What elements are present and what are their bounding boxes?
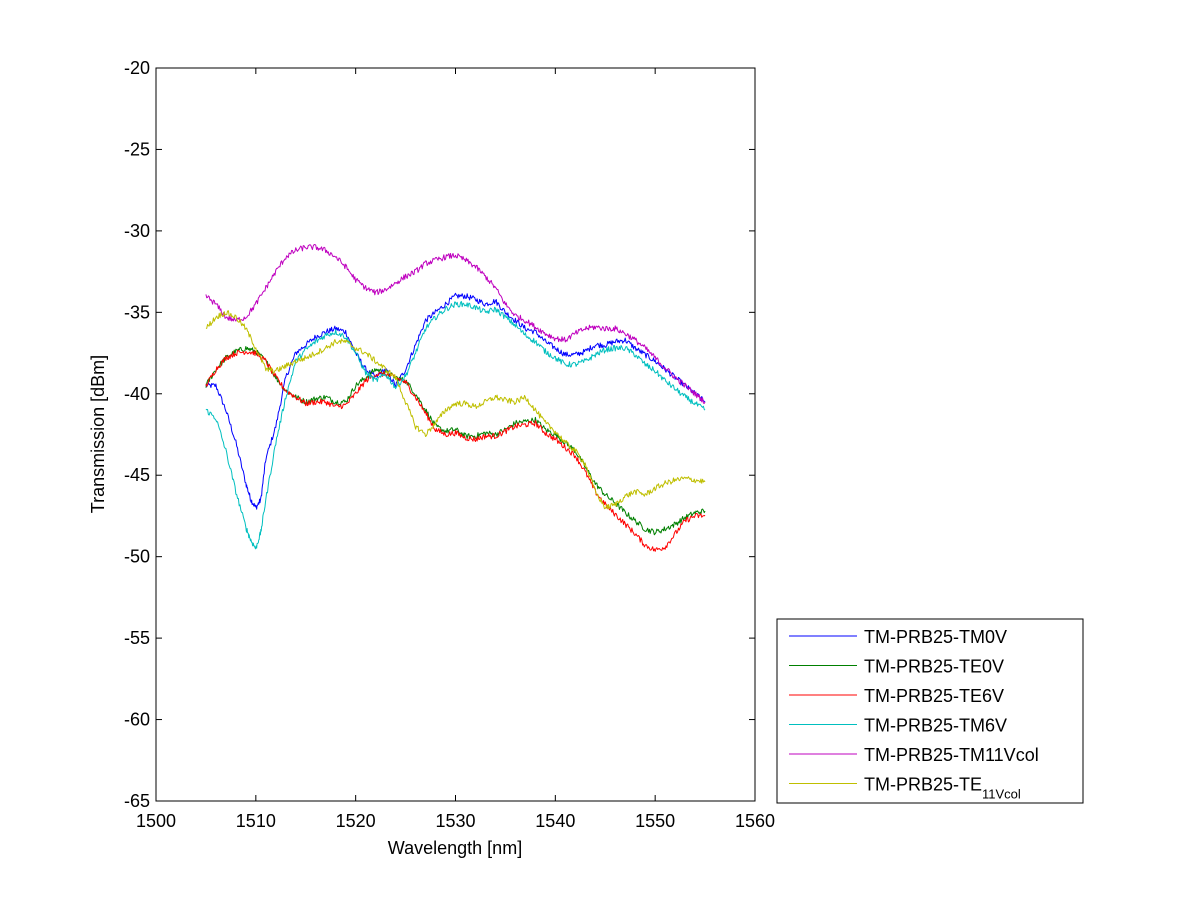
plot-area: 1500 1510 1520 1530 1540 1550 1560 -20 -25 -30 -3… bbox=[124, 58, 775, 831]
legend-box bbox=[776, 618, 1084, 804]
y-tick-label: -35 bbox=[124, 302, 150, 322]
x-tick-label: 1510 bbox=[236, 811, 276, 831]
y-tick-label: -30 bbox=[124, 221, 150, 241]
y-tick-label: -60 bbox=[124, 710, 150, 730]
axes-box bbox=[155, 67, 756, 802]
legend-label: TM-PRB25-TE6V bbox=[864, 686, 1004, 706]
series-line-2 bbox=[205, 346, 706, 536]
x-tick-label: 1560 bbox=[735, 811, 775, 831]
x-axis-ticks: 1500 1510 1520 1530 1540 1550 1560 bbox=[136, 68, 775, 831]
legend: TM-PRB25-TM0V TM-PRB25-TE0V TM-PRB25-TE6V T… bbox=[776, 618, 1084, 804]
y-tick-label: -25 bbox=[124, 139, 150, 159]
y-axis-ticks: -20 -25 -30 -35 -40 -45 -50 -55 -60 -65 bbox=[124, 58, 755, 811]
legend-items: TM-PRB25-TM0V TM-PRB25-TE0V TM-PRB25-TE6V T… bbox=[789, 627, 1039, 802]
y-tick-label: -20 bbox=[124, 58, 150, 78]
series-lines bbox=[205, 244, 706, 552]
series-line-4 bbox=[205, 300, 706, 550]
series-line-5 bbox=[205, 244, 706, 404]
x-tick-label: 1550 bbox=[635, 811, 675, 831]
series-line-3 bbox=[205, 349, 706, 552]
legend-label: TM-PRB25-TM6V bbox=[864, 716, 1007, 736]
y-tick-label: -65 bbox=[124, 791, 150, 811]
y-tick-label: -50 bbox=[124, 547, 150, 567]
y-tick-label: -40 bbox=[124, 384, 150, 404]
series-line-1 bbox=[205, 292, 706, 510]
x-tick-label: 1540 bbox=[535, 811, 575, 831]
legend-label: TM-PRB25-TM0V bbox=[864, 627, 1007, 647]
y-tick-label: -45 bbox=[124, 465, 150, 485]
legend-label: TM-PRB25-TE11Vcol bbox=[864, 775, 1021, 802]
series-line-6 bbox=[205, 310, 706, 510]
x-tick-label: 1530 bbox=[435, 811, 475, 831]
legend-label: TM-PRB25-TM11Vcol bbox=[864, 745, 1039, 765]
legend-label: TM-PRB25-TE0V bbox=[864, 657, 1004, 677]
x-axis-label: Wavelength [nm] bbox=[388, 838, 522, 858]
x-tick-label: 1520 bbox=[336, 811, 376, 831]
y-tick-label: -55 bbox=[124, 628, 150, 648]
x-tick-label: 1500 bbox=[136, 811, 176, 831]
y-axis-label: Transmission [dBm] bbox=[88, 355, 108, 513]
